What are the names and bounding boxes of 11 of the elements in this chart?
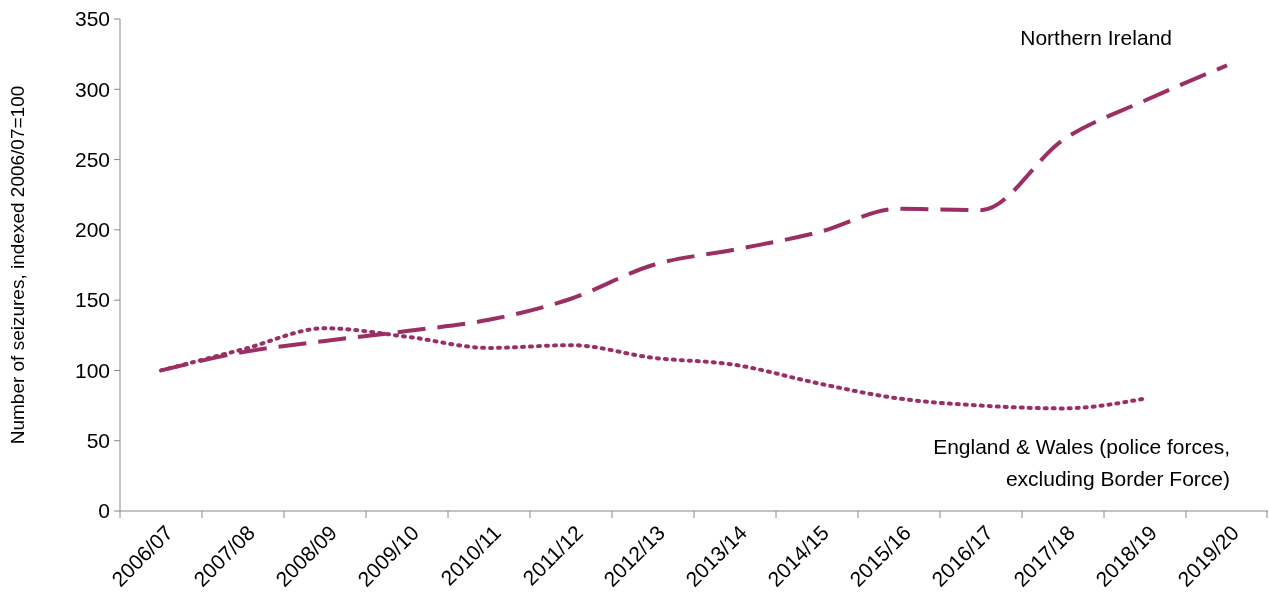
y-tick-label: 100 bbox=[74, 358, 110, 382]
y-tick-label: 0 bbox=[98, 499, 110, 523]
y-tick-label: 150 bbox=[74, 288, 110, 312]
y-tick-label: 50 bbox=[86, 429, 110, 453]
y-tick-label: 350 bbox=[74, 7, 110, 31]
y-tick-label: 250 bbox=[74, 147, 110, 171]
series-label: Northern Ireland bbox=[1020, 26, 1172, 50]
y-axis-title: Number of seizures, indexed 2006/07=100 bbox=[7, 85, 28, 445]
y-tick-label: 200 bbox=[74, 218, 110, 242]
y-tick-label: 300 bbox=[74, 77, 110, 101]
series-label: England & Wales (police forces, excluding Border Force) bbox=[933, 434, 1230, 490]
